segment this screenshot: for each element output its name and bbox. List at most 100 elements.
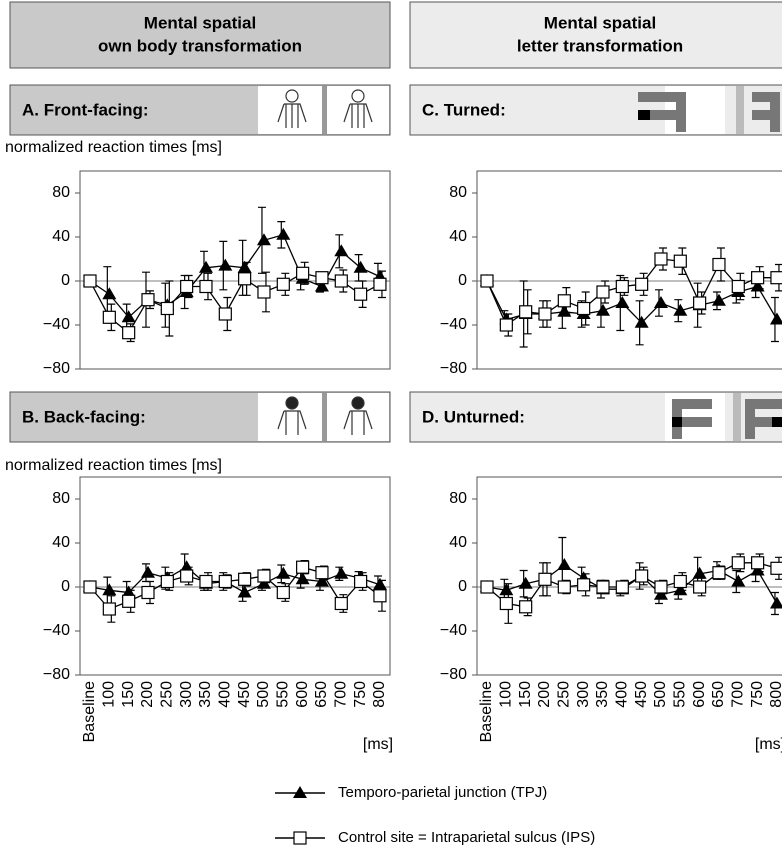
y-tick-label: −40 <box>43 316 70 333</box>
marker <box>277 587 289 599</box>
marker <box>142 294 154 306</box>
marker <box>597 581 609 593</box>
marker <box>239 273 251 285</box>
marker <box>752 272 764 284</box>
legend-marker <box>294 832 306 844</box>
marker <box>694 297 706 309</box>
x-tick-label: 300 <box>575 681 592 708</box>
x-tick-label: 800 <box>371 681 388 708</box>
marker <box>258 286 270 298</box>
marker <box>616 281 628 293</box>
marker <box>713 259 725 271</box>
x-tick-label: 250 <box>556 681 573 708</box>
x-tick-label: 750 <box>749 681 766 708</box>
marker <box>219 308 231 320</box>
y-tick-label: −80 <box>43 360 70 377</box>
marker <box>374 590 386 602</box>
marker <box>84 275 96 287</box>
legend-marker <box>293 786 307 798</box>
marker <box>694 581 706 593</box>
marker <box>277 278 289 290</box>
x-tick-label: 400 <box>614 681 631 708</box>
marker <box>297 267 309 279</box>
y-tick-label: 40 <box>449 534 467 551</box>
marker <box>674 255 686 267</box>
x-tick-label: 550 <box>672 681 689 708</box>
x-tick-label: 600 <box>691 681 708 708</box>
x-tick-label: 200 <box>536 681 553 708</box>
column-header: letter transformation <box>517 36 683 55</box>
marker <box>732 281 744 293</box>
y-tick-label: 40 <box>52 228 70 245</box>
x-tick-label: 450 <box>236 681 253 708</box>
column-header: own body transformation <box>98 36 302 55</box>
x-axis-label: [ms] <box>363 736 393 753</box>
marker <box>123 595 135 607</box>
marker <box>500 598 512 610</box>
marker <box>674 576 686 588</box>
x-tick-label: Baseline <box>478 681 495 742</box>
marker <box>500 319 512 331</box>
x-tick-label: 300 <box>178 681 195 708</box>
marker <box>636 278 648 290</box>
header-box <box>10 2 390 68</box>
x-tick-label: 400 <box>217 681 234 708</box>
marker <box>520 306 532 318</box>
y-tick-label: 0 <box>61 272 70 289</box>
marker <box>181 281 193 293</box>
x-tick-label: 700 <box>333 681 350 708</box>
marker <box>200 281 212 293</box>
marker <box>771 562 782 574</box>
marker <box>219 576 231 588</box>
x-tick-label: 600 <box>294 681 311 708</box>
icon-divider <box>322 393 327 441</box>
y-tick-label: 40 <box>449 228 467 245</box>
marker <box>123 327 135 339</box>
marker <box>103 311 115 323</box>
x-tick-label: 250 <box>159 681 176 708</box>
marker <box>616 581 628 593</box>
y-tick-label: −40 <box>43 622 70 639</box>
plot-area <box>477 171 782 369</box>
marker <box>539 573 551 585</box>
x-tick-label: 150 <box>517 681 534 708</box>
y-tick-label: 80 <box>52 490 70 507</box>
y-tick-label: −40 <box>440 316 467 333</box>
panel-label: D. Unturned: <box>422 407 525 426</box>
x-tick-label: 100 <box>101 681 118 708</box>
marker <box>84 581 96 593</box>
marker <box>539 308 551 320</box>
x-tick-label: 800 <box>768 681 782 708</box>
y-tick-label: −80 <box>43 666 70 683</box>
y-tick-label: 0 <box>458 578 467 595</box>
x-tick-label: 350 <box>197 681 214 708</box>
x-tick-label: 150 <box>120 681 137 708</box>
y-tick-label: 80 <box>449 490 467 507</box>
x-tick-label: 500 <box>255 681 272 708</box>
marker <box>103 603 115 615</box>
marker <box>355 576 367 588</box>
panel-label: C. Turned: <box>422 100 506 119</box>
y-tick-label: −80 <box>440 666 467 683</box>
marker <box>713 567 725 579</box>
column-header: Mental spatial <box>144 13 256 32</box>
x-tick-label: 550 <box>275 681 292 708</box>
marker <box>597 286 609 298</box>
x-tick-label: 700 <box>730 681 747 708</box>
marker <box>200 576 212 588</box>
marker <box>355 288 367 300</box>
marker <box>374 278 386 290</box>
icon-divider <box>322 86 327 134</box>
x-tick-label: 650 <box>710 681 727 708</box>
marker <box>771 272 782 284</box>
figure: Mental spatial own body transformation M… <box>0 0 782 854</box>
y-tick-label: −40 <box>440 622 467 639</box>
marker <box>578 303 590 315</box>
y-axis-label: normalized reaction times [ms] <box>5 457 222 474</box>
marker <box>142 587 154 599</box>
legend-label: Temporo-parietal junction (TPJ) <box>338 784 547 801</box>
marker <box>578 579 590 591</box>
marker <box>335 275 347 287</box>
x-tick-label: 500 <box>652 681 669 708</box>
legend-label: Control site = Intraparietal sulcus (IPS… <box>338 829 595 846</box>
